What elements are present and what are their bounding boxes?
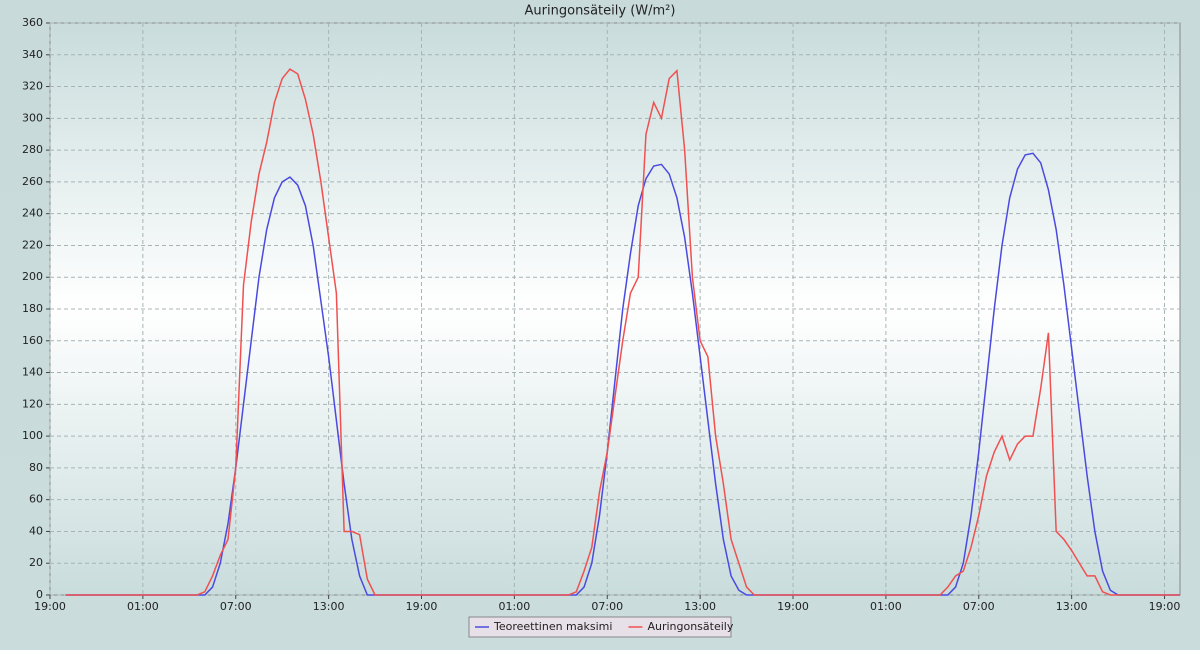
x-tick-label: 13:00 <box>1056 600 1088 613</box>
legend: Teoreettinen maksimi Auringonsäteily <box>468 616 734 638</box>
y-tick-label: 40 <box>29 524 43 537</box>
data-line <box>65 152 1180 596</box>
x-tick-label: 01:00 <box>499 600 531 613</box>
x-tick-label: 07:00 <box>963 600 995 613</box>
y-tick-label: 120 <box>22 397 43 410</box>
y-tick-label: 360 <box>22 16 43 29</box>
y-tick-label: 320 <box>22 80 43 93</box>
x-tick-label: 13:00 <box>684 600 716 613</box>
x-tick-label: 01:00 <box>870 600 902 613</box>
y-tick-label: 0 <box>36 588 43 601</box>
chart-title: Auringonsäteily (W/m²) <box>525 4 676 19</box>
legend-label: Auringonsäteily <box>647 620 733 633</box>
x-tick-label: 01:00 <box>127 600 159 613</box>
x-tick-label: 07:00 <box>220 600 252 613</box>
y-tick-label: 340 <box>22 48 43 61</box>
y-tick-label: 240 <box>22 207 43 220</box>
x-tick-label: 07:00 <box>591 600 623 613</box>
y-tick-label: 220 <box>22 238 43 251</box>
x-tick-label: 19:00 <box>777 600 809 613</box>
y-tick-label: 60 <box>29 493 43 506</box>
legend-label: Teoreettinen maksimi <box>493 620 612 633</box>
data-line <box>65 68 1180 596</box>
y-tick-label: 280 <box>22 143 43 156</box>
y-tick-label: 20 <box>29 556 43 569</box>
y-tick-label: 180 <box>22 302 43 315</box>
legend-box <box>468 616 732 638</box>
y-tick-label: 260 <box>22 175 43 188</box>
x-tick-label: 13:00 <box>313 600 345 613</box>
x-tick-label: 19:00 <box>34 600 66 613</box>
y-tick-label: 80 <box>29 461 43 474</box>
y-tick-label: 100 <box>22 429 43 442</box>
x-tick-label: 19:00 <box>406 600 438 613</box>
x-tick-label: 19:00 <box>1149 600 1181 613</box>
y-tick-label: 200 <box>22 270 43 283</box>
y-tick-label: 300 <box>22 111 43 124</box>
y-tick-label: 160 <box>22 334 43 347</box>
y-tick-label: 140 <box>22 366 43 379</box>
